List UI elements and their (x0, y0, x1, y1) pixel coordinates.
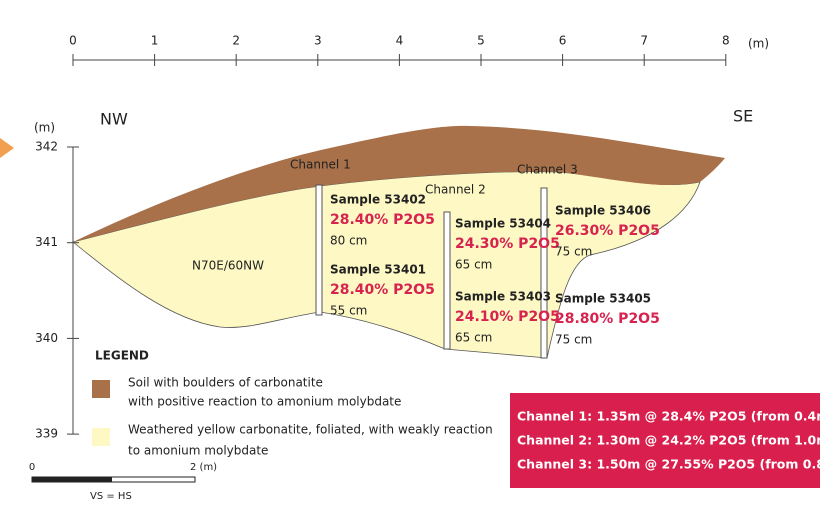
channel-bar (541, 188, 547, 358)
tick-label: 6 (559, 34, 567, 48)
channel-label: Channel 3 (517, 163, 578, 177)
sample-length: 65 cm (455, 258, 492, 272)
scale-bar (32, 477, 112, 482)
legend-text: with positive reaction to amonium molybd… (128, 395, 401, 409)
tick-label: 7 (640, 34, 648, 48)
channel-bar (316, 185, 322, 315)
summary-line: Channel 3: 1.50m @ 27.55% P2O5 (from 0.8… (517, 457, 831, 472)
arrow (0, 138, 14, 158)
tick-label: 341 (35, 235, 58, 249)
sample-grade: 24.10% P2O5 (455, 309, 560, 325)
direction: SE (733, 107, 753, 126)
legend-title: LEGEND (95, 349, 149, 363)
tick-label: 2 (232, 34, 240, 48)
tick-label: 0 (69, 34, 77, 48)
sample-name: Sample 53404 (455, 217, 551, 231)
tick-label: 340 (35, 331, 58, 345)
summary-line: Channel 2: 1.30m @ 24.2% P2O5 (from 1.0m… (517, 433, 831, 448)
sample-name: Sample 53405 (555, 292, 651, 306)
unit-label: (m) (748, 37, 769, 51)
sample-length: 80 cm (330, 234, 367, 248)
cross-section: (m) (m) NW SE N70E/60NW LEGEND 0 2 (m) V… (0, 0, 831, 507)
scale-label: 2 (m) (190, 462, 217, 473)
legend-swatch (92, 380, 110, 398)
sample-grade: 28.80% P2O5 (555, 311, 660, 327)
legend-text: Soil with boulders of carbonatite (128, 376, 323, 390)
sample-length: 55 cm (330, 304, 367, 318)
scale-label: 0 (29, 462, 35, 473)
sample-grade: 28.40% P2O5 (330, 282, 435, 298)
legend-text: Weathered yellow carbonatite, foliated, … (128, 423, 493, 437)
unit-label: (m) (34, 121, 55, 135)
tick-label: 1 (151, 34, 159, 48)
tick-label: 3 (314, 34, 322, 48)
channel-label: Channel 1 (290, 158, 351, 172)
sample-name: Sample 53402 (330, 193, 426, 207)
direction: NW (100, 110, 128, 129)
tick-label: 342 (35, 140, 58, 154)
tick-label: 339 (35, 427, 58, 441)
sample-name: Sample 53401 (330, 263, 426, 277)
structure-label: N70E/60NW (192, 259, 264, 273)
tick-label: 5 (477, 34, 485, 48)
channel-bar (444, 212, 450, 349)
tick-label: 4 (396, 34, 404, 48)
scale-note: VS = HS (90, 491, 132, 502)
legend-swatch (92, 428, 110, 446)
summary-line: Channel 1: 1.35m @ 28.4% P2O5 (from 0.4m… (517, 409, 831, 424)
sample-name: Sample 53406 (555, 204, 651, 218)
legend-text: to amonium molybdate (128, 444, 268, 458)
channel-label: Channel 2 (425, 183, 486, 197)
sample-length: 65 cm (455, 331, 492, 345)
sample-length: 75 cm (555, 245, 592, 259)
sample-length: 75 cm (555, 333, 592, 347)
sample-name: Sample 53403 (455, 290, 551, 304)
sample-grade: 26.30% P2O5 (555, 223, 660, 239)
sample-grade: 28.40% P2O5 (330, 212, 435, 228)
tick-label: 8 (722, 34, 730, 48)
sample-grade: 24.30% P2O5 (455, 236, 560, 252)
